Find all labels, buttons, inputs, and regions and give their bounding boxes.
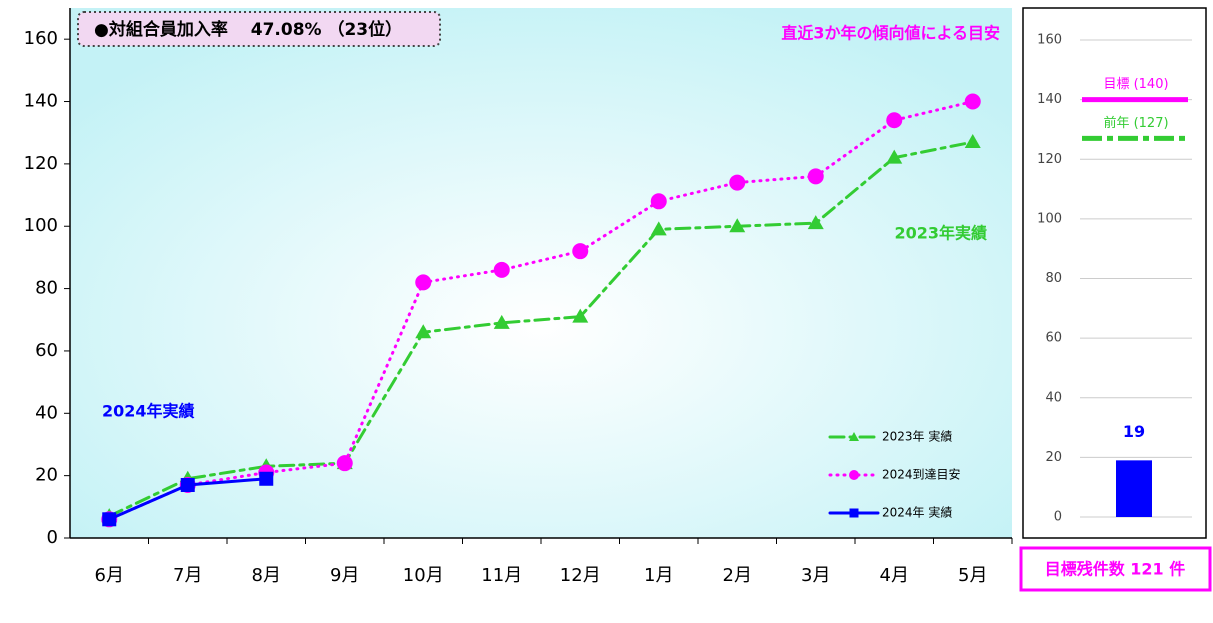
y-tick-label: 80 [1045, 271, 1062, 286]
y-tick-label: 40 [1045, 390, 1062, 405]
y-tick-label: 140 [24, 91, 58, 112]
x-tick-label: 7月 [173, 565, 202, 586]
y-tick-label: 20 [35, 465, 58, 486]
point [572, 243, 589, 260]
legend-label: 2024到達目安 [882, 467, 961, 482]
y-tick-label: 100 [1037, 211, 1062, 226]
x-tick-label: 5月 [958, 565, 987, 586]
x-tick-label: 6月 [95, 565, 124, 586]
legend-label: 2023年 実績 [882, 429, 952, 444]
point [964, 134, 981, 149]
y-tick-label: 120 [1037, 152, 1062, 167]
point [493, 314, 510, 329]
y-tick-label: 0 [47, 527, 58, 548]
annotation: 2024年実績 [102, 402, 195, 421]
y-tick-label: 140 [1037, 92, 1062, 107]
x-tick-label: 2月 [723, 565, 752, 586]
x-tick-label: 1月 [644, 565, 673, 586]
x-tick-label: 4月 [880, 565, 909, 586]
point [415, 324, 432, 339]
y-tick-label: 160 [1037, 33, 1062, 48]
plot-area [70, 8, 1012, 538]
legend-label: 2024年 実績 [882, 505, 952, 520]
side-panel [1022, 7, 1207, 539]
point [886, 149, 903, 164]
point [415, 274, 432, 291]
point [650, 221, 667, 236]
reference-label: 前年 (127) [1103, 115, 1168, 131]
point [807, 168, 824, 185]
y-tick-label: 40 [35, 402, 58, 423]
point [102, 512, 117, 527]
note: 直近3か年の傾向値による目安 [781, 24, 1000, 43]
point [493, 261, 510, 278]
point [180, 478, 195, 492]
value-label: 19 [1123, 422, 1145, 441]
y-tick-label: 160 [24, 28, 58, 49]
y-tick-label: 20 [1045, 450, 1062, 465]
remaining-box [1019, 546, 1212, 592]
legend-marker [849, 432, 859, 441]
x-tick-label: 9月 [330, 565, 359, 586]
y-tick-label: 0 [1054, 510, 1062, 525]
y-tick-label: 60 [35, 340, 58, 361]
y-tick-label: 80 [35, 278, 58, 299]
x-tick-label: 11月 [481, 565, 522, 586]
x-tick-label: 10月 [403, 565, 444, 586]
point [886, 112, 903, 129]
point [650, 193, 667, 210]
y-tick-label: 60 [1045, 331, 1062, 346]
reference-label: 目標 (140) [1103, 77, 1168, 92]
series-line [107, 140, 975, 518]
point [729, 218, 746, 233]
annotation: 2023年実績 [894, 224, 987, 243]
badge-box [77, 11, 441, 47]
legend-marker [849, 470, 859, 480]
point [259, 471, 274, 486]
y-tick-label: 100 [24, 215, 58, 236]
legend-marker [849, 508, 859, 518]
bar [1116, 460, 1152, 517]
point [336, 455, 353, 472]
remaining: 目標残件数 121 件 [1045, 560, 1186, 579]
x-tick-label: 3月 [801, 565, 830, 586]
series-line [107, 100, 975, 521]
point [807, 215, 824, 230]
point [572, 308, 589, 323]
y-tick-label: 120 [24, 153, 58, 174]
point [964, 93, 981, 110]
point [729, 174, 746, 191]
badge: ●対組合員加入率 47.08% （23位） [94, 19, 402, 40]
x-tick-label: 12月 [560, 565, 601, 586]
x-tick-label: 8月 [252, 565, 281, 586]
